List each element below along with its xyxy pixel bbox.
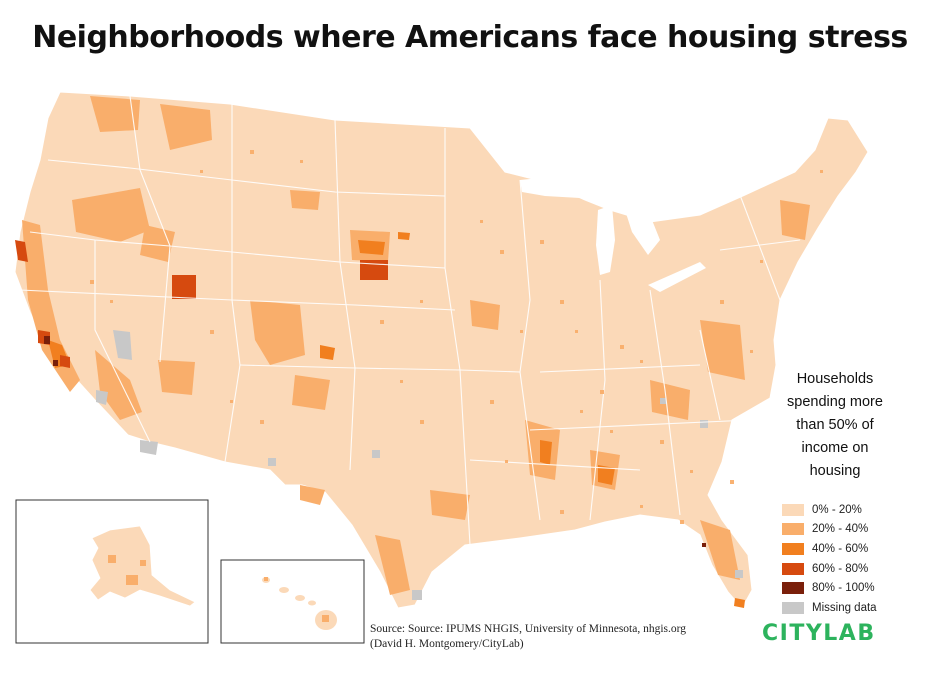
legend: 0% - 20% 20% - 40% 40% - 60% 60% - 80% 8… (782, 500, 877, 618)
legend-label: 20% - 40% (812, 523, 869, 536)
legend-label: 80% - 100% (812, 582, 875, 595)
legend-label: 0% - 20% (812, 503, 862, 516)
legend-label: 40% - 60% (812, 542, 869, 555)
legend-swatch (782, 562, 804, 575)
legend-swatch (782, 503, 804, 516)
alaska-tracts (108, 555, 146, 585)
source-note: Source: Source: IPUMS NHGIS, University … (370, 622, 686, 652)
legend-item-missing: Missing data (782, 598, 877, 618)
state-boundaries (19, 95, 801, 546)
legend-item-0-20: 0% - 20% (782, 500, 877, 520)
source-line-1: Source: Source: IPUMS NHGIS, University … (370, 623, 687, 635)
range-40-60-areas (48, 232, 745, 608)
lake-michigan (596, 205, 615, 275)
lake-superior (520, 176, 598, 198)
legend-item-80-100: 80% - 100% (782, 578, 877, 598)
legend-swatch (782, 542, 804, 555)
tract-speckle (90, 150, 823, 524)
logo-text-city: CITY (762, 621, 824, 646)
source-line-2: (David H. Montgomery/CityLab) (370, 638, 524, 650)
legend-item-60-80: 60% - 80% (782, 559, 877, 579)
hawaii-inset-frame (220, 559, 365, 644)
map-title: Neighborhoods where Americans face housi… (32, 20, 908, 55)
range-80-100-areas (44, 336, 706, 547)
citylab-logo: CITYLAB (762, 621, 876, 646)
range-60-80-areas (15, 240, 388, 368)
legend-item-40-60: 40% - 60% (782, 539, 877, 559)
legend-swatch (782, 601, 804, 614)
legend-swatch (782, 523, 804, 536)
legend-label: 60% - 80% (812, 562, 869, 575)
logo-text-lab: LAB (823, 621, 876, 646)
legend-title: Households spending more than 50% of inc… (787, 371, 883, 479)
hawaii-tracts (264, 577, 329, 622)
missing-data-areas (96, 330, 743, 600)
lake-erie (648, 262, 706, 292)
lake-huron (625, 210, 660, 255)
legend-label: Missing data (812, 601, 877, 614)
legend-item-20-40: 20% - 40% (782, 520, 877, 540)
legend-swatch (782, 582, 804, 595)
